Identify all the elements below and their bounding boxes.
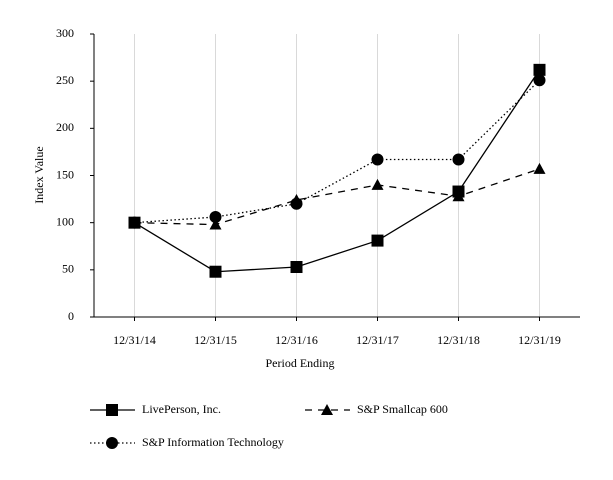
y-tick-label: 150 — [56, 167, 74, 181]
x-tick-label: 12/31/15 — [194, 333, 237, 347]
series-line — [134, 168, 540, 226]
y-axis-label: Index Value — [32, 146, 46, 203]
x-axis-label: Period Ending — [266, 356, 335, 370]
y-tick-label: 100 — [56, 214, 74, 228]
marker — [533, 63, 546, 76]
marker — [533, 162, 546, 174]
y-tick-label: 300 — [56, 26, 74, 40]
y-tick-label: 50 — [62, 262, 74, 276]
marker — [371, 234, 384, 247]
marker — [128, 216, 141, 229]
marker — [209, 218, 222, 230]
x-tick-label: 12/31/17 — [356, 333, 399, 347]
legend-marker — [106, 404, 118, 416]
x-tick-label: 12/31/19 — [518, 333, 561, 347]
marker — [371, 178, 384, 190]
legend-marker — [106, 437, 118, 449]
marker — [209, 211, 222, 224]
marker — [452, 190, 465, 202]
legend-label: S&P Smallcap 600 — [357, 402, 448, 416]
series-line — [134, 79, 540, 224]
legend-label: S&P Information Technology — [142, 435, 284, 449]
y-tick-label: 200 — [56, 120, 74, 134]
x-tick-label: 12/31/18 — [437, 333, 480, 347]
marker — [533, 74, 546, 87]
y-tick-label: 0 — [68, 309, 74, 323]
x-tick-label: 12/31/14 — [113, 333, 156, 347]
marker — [371, 153, 384, 166]
marker — [209, 265, 222, 278]
x-tick-label: 12/31/16 — [275, 333, 318, 347]
marker — [290, 197, 303, 210]
series-line — [134, 69, 541, 273]
marker — [452, 153, 465, 166]
legend-label: LivePerson, Inc. — [142, 402, 221, 416]
legend-marker — [321, 404, 333, 415]
marker — [290, 261, 303, 274]
y-tick-label: 250 — [56, 73, 74, 87]
